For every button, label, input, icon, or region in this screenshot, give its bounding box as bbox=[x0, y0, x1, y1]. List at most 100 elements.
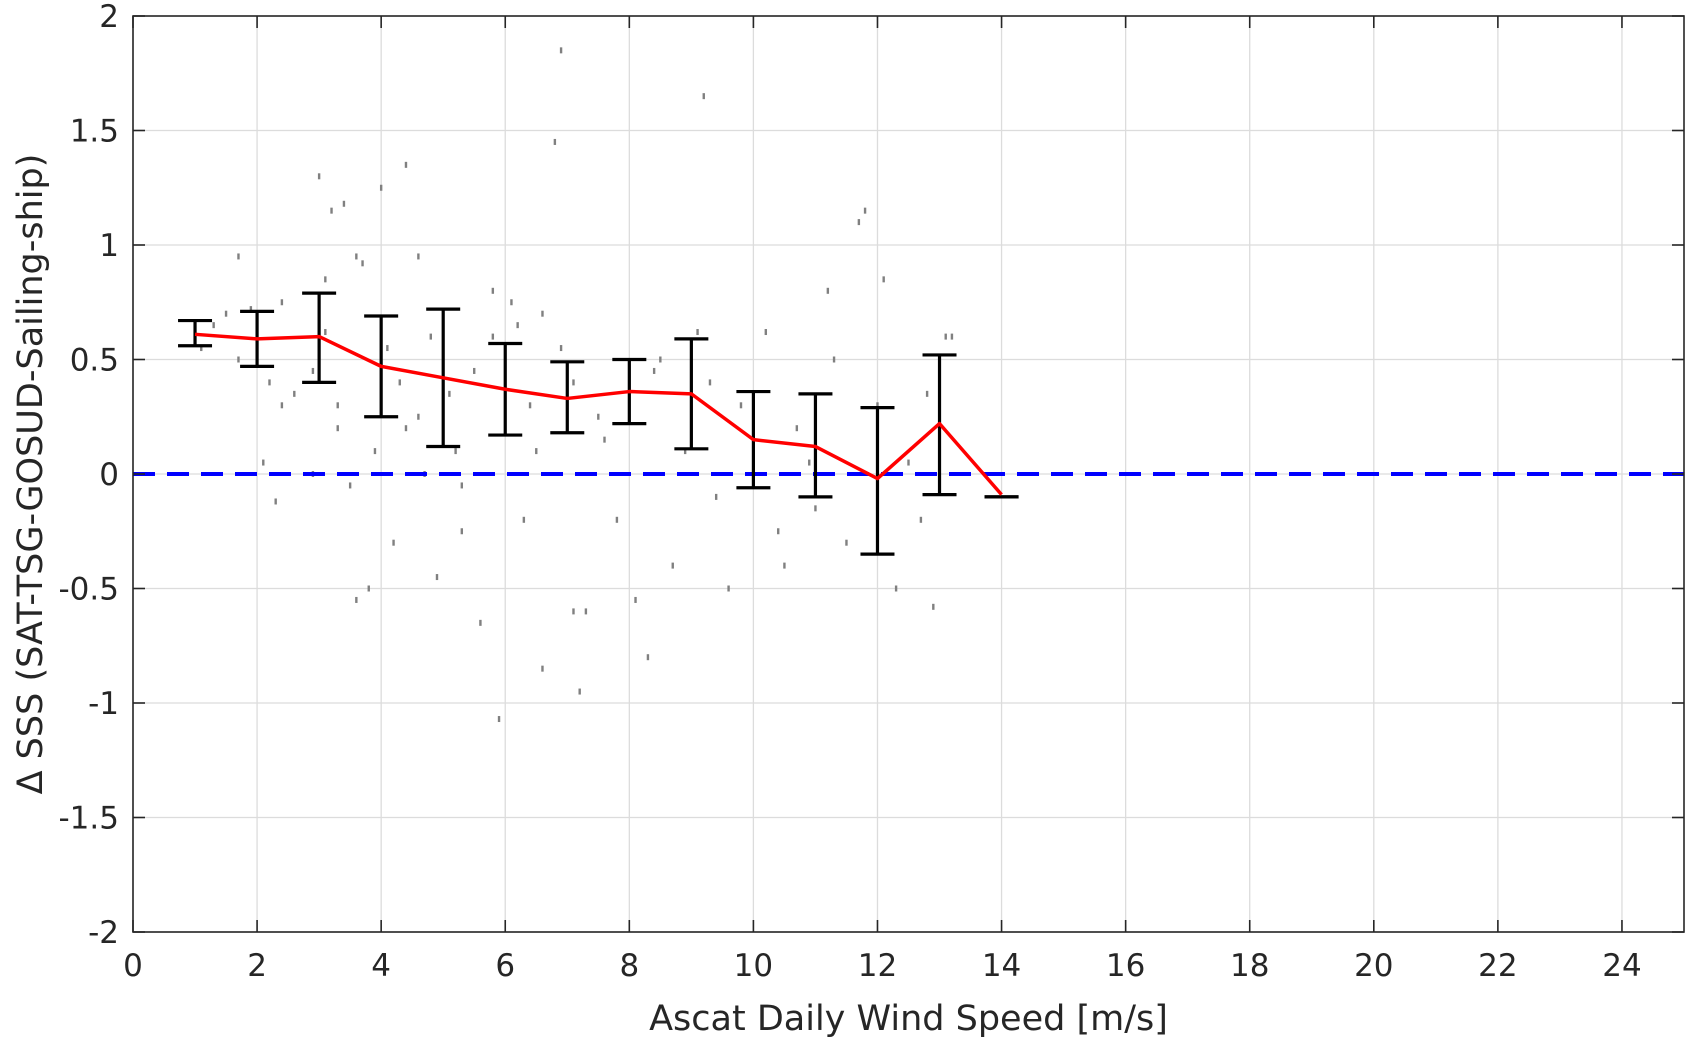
scatter-point bbox=[572, 608, 575, 615]
scatter-point bbox=[795, 425, 799, 432]
mean-line-series bbox=[194, 332, 1003, 496]
scatter-point bbox=[392, 539, 395, 546]
x-tick-label: 20 bbox=[1354, 948, 1393, 984]
scatter-point bbox=[224, 310, 228, 317]
scatter-point bbox=[522, 516, 526, 523]
scatter-point bbox=[212, 322, 215, 329]
y-tick-label: 1 bbox=[99, 228, 119, 264]
x-tick-label: 0 bbox=[123, 948, 143, 984]
scatter-point bbox=[237, 356, 240, 363]
scatter-point bbox=[671, 562, 674, 569]
x-tick-label: 18 bbox=[1230, 948, 1269, 984]
scatter-point bbox=[361, 260, 364, 267]
scatter-point bbox=[863, 207, 867, 214]
scatter-point bbox=[559, 47, 563, 54]
y-tick-label: -1.5 bbox=[59, 801, 120, 837]
scatter-point bbox=[578, 688, 581, 695]
scatter-point bbox=[553, 138, 557, 145]
scatter-point bbox=[280, 299, 284, 306]
scatter-point bbox=[336, 402, 339, 409]
scatter-point bbox=[559, 345, 563, 352]
tick-labels: 0 2 4 6 8 10 12 14 16 18 20 22 24-2-1.5-1-0.500.511.… bbox=[59, 0, 1642, 984]
scatter-series bbox=[193, 47, 954, 723]
scatter-point bbox=[714, 493, 718, 500]
scatter-point bbox=[342, 200, 346, 207]
scatter-point bbox=[367, 585, 370, 592]
scatter-point bbox=[702, 93, 705, 100]
scatter-point bbox=[324, 329, 327, 336]
scatter-point bbox=[783, 562, 786, 569]
scatter-point bbox=[646, 654, 650, 661]
error-bar bbox=[860, 405, 895, 556]
scatter-point bbox=[355, 596, 358, 603]
scatter-point bbox=[373, 448, 377, 455]
scatter-point bbox=[944, 333, 947, 340]
scatter-point bbox=[584, 608, 588, 615]
scatter-point bbox=[398, 379, 401, 386]
scatter-point bbox=[497, 716, 501, 723]
scatter-point bbox=[603, 436, 606, 443]
scatter-point bbox=[348, 482, 352, 489]
scatter-point bbox=[882, 276, 885, 283]
scatter-point bbox=[386, 345, 389, 352]
scatter-point bbox=[460, 528, 464, 535]
scatter-point bbox=[274, 498, 277, 505]
scatter-point bbox=[417, 253, 420, 260]
x-tick-label: 6 bbox=[495, 948, 515, 984]
scatter-point bbox=[280, 402, 284, 409]
scatter-point bbox=[535, 448, 538, 455]
scatter-point bbox=[808, 459, 811, 466]
scatter-point bbox=[237, 253, 240, 260]
x-tick-label: 24 bbox=[1602, 948, 1641, 984]
scatter-point bbox=[857, 219, 861, 226]
scatter-point bbox=[541, 665, 544, 672]
y-tick-label: 1.5 bbox=[70, 114, 119, 150]
scatter-point bbox=[919, 516, 923, 523]
scatter-point bbox=[652, 367, 656, 374]
x-axis-label: Ascat Daily Wind Speed [m/s] bbox=[649, 999, 1168, 1039]
y-tick-label: 0 bbox=[99, 457, 119, 493]
scatter-point bbox=[708, 379, 712, 386]
scatter-point bbox=[460, 482, 464, 489]
scatter-point bbox=[932, 603, 935, 610]
scatter-point bbox=[448, 390, 451, 397]
y-tick-label: 0.5 bbox=[70, 343, 119, 379]
scatter-point bbox=[249, 306, 253, 313]
scatter-point bbox=[541, 310, 544, 317]
x-tick-label: 2 bbox=[247, 948, 267, 984]
scatter-point bbox=[200, 345, 203, 352]
scatter-point bbox=[491, 287, 495, 294]
scatter-point bbox=[572, 379, 575, 386]
scatter-point bbox=[491, 333, 495, 340]
scatter-point bbox=[907, 459, 910, 466]
axes bbox=[132, 15, 1685, 933]
scatter-point bbox=[417, 413, 420, 420]
scatter-point bbox=[262, 459, 265, 466]
scatter-point bbox=[777, 528, 780, 535]
scatter-point bbox=[293, 390, 296, 397]
scatter-point bbox=[379, 184, 383, 191]
scatter-point bbox=[739, 402, 743, 409]
scatter-point bbox=[311, 367, 315, 374]
scatter-point bbox=[473, 367, 476, 374]
scatter-point bbox=[845, 539, 848, 546]
scatter-point bbox=[683, 448, 687, 455]
error-bar bbox=[178, 318, 213, 348]
scatter-point bbox=[324, 276, 327, 283]
scatter-point bbox=[404, 425, 408, 432]
x-tick-label: 8 bbox=[619, 948, 639, 984]
scatter-point bbox=[696, 329, 699, 336]
x-tick-label: 12 bbox=[858, 948, 897, 984]
scatter-point bbox=[516, 322, 519, 329]
scatter-point bbox=[528, 402, 532, 409]
y-tick-label: -2 bbox=[88, 915, 119, 951]
scatter-point bbox=[615, 516, 619, 523]
x-tick-label: 14 bbox=[982, 948, 1021, 984]
scatter-point bbox=[336, 425, 339, 432]
scatter-point bbox=[330, 207, 333, 214]
scatter-point bbox=[268, 379, 271, 386]
y-tick-label: -0.5 bbox=[59, 572, 120, 608]
scatter-point bbox=[454, 448, 457, 455]
scatter-point bbox=[479, 619, 482, 626]
